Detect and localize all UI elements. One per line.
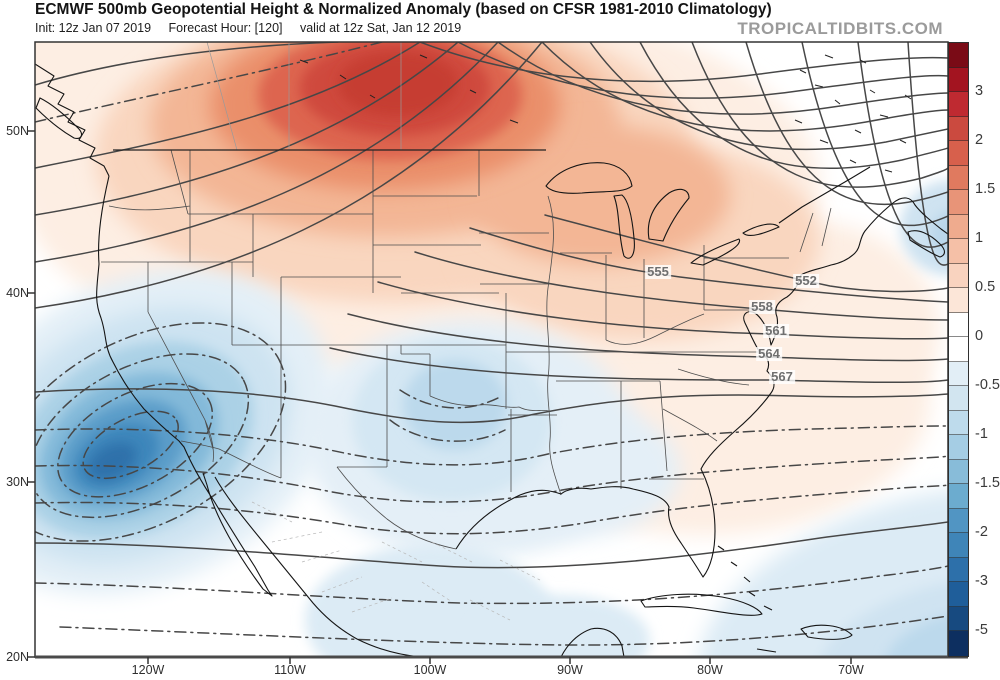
colorbar-tick: 0.5 (975, 279, 996, 296)
colorbar-cell (949, 361, 968, 387)
contour-label: 567 (769, 369, 795, 384)
valid-time: valid at 12z Sat, Jan 12 2019 (299, 21, 462, 35)
colorbar-tick: -1 (975, 426, 988, 443)
province-borders (206, 42, 402, 151)
colorbar-cell (949, 141, 968, 166)
anomaly-colorbar (948, 42, 969, 657)
colorbar-cell (949, 214, 968, 240)
state-borders (101, 149, 832, 550)
colorbar-cell (949, 239, 968, 264)
small-lakes (299, 54, 912, 173)
colorbar-cell (949, 459, 968, 485)
lon-label: 70W (838, 663, 864, 677)
colorbar-cell (949, 631, 968, 656)
colorbar-tick: -3 (975, 573, 988, 590)
watermark: TROPICALTIDBITS.COM (737, 19, 943, 38)
lon-label: 80W (697, 663, 723, 677)
map-subtitle: Init: 12z Jan 07 2019 Forecast Hour: [12… (35, 21, 475, 35)
colorbar-tick: 1.5 (975, 181, 996, 198)
colorbar-tick: -2 (975, 524, 988, 541)
colorbar-cell (949, 92, 968, 117)
colorbar-cell (949, 67, 968, 93)
colorbar-tick: 0 (975, 328, 984, 345)
anomaly-shading-positive (35, 42, 940, 535)
contour-label: 564 (756, 346, 782, 361)
lon-label: 120W (131, 663, 165, 677)
lat-label: 30N (6, 475, 29, 489)
map-title: ECMWF 500mb Geopotential Height & Normal… (35, 1, 772, 18)
colorbar-tick: -1.5 (975, 475, 1000, 492)
colorbar-cell (949, 582, 968, 607)
contour-label: 561 (763, 323, 789, 338)
lat-label: 20N (6, 650, 29, 664)
mexico-state-borders (251, 501, 541, 621)
lon-label: 100W (413, 663, 447, 677)
colorbar-tick: 1 (975, 230, 984, 247)
contour-label: 555 (645, 264, 671, 279)
colorbar-cell (949, 435, 968, 460)
colorbar-cell (949, 557, 968, 583)
lon-label: 90W (557, 663, 583, 677)
colorbar-cell (949, 337, 968, 362)
colorbar-cell (949, 533, 968, 558)
contour-label: 552 (793, 273, 819, 288)
colorbar-cell (949, 484, 968, 509)
colorbar-cell (949, 606, 968, 632)
colorbar-tick: 3 (975, 83, 984, 100)
colorbar-cell (949, 410, 968, 436)
colorbar-cell (949, 288, 968, 313)
colorbar-cell (949, 508, 968, 534)
lat-label: 40N (6, 286, 29, 300)
colorbar-tick: -5 (975, 622, 988, 639)
colorbar-cell (949, 386, 968, 411)
axis-ticks (28, 130, 852, 664)
colorbar-cell (949, 43, 968, 68)
lat-label: 50N (6, 124, 29, 138)
init-time: Init: 12z Jan 07 2019 (35, 21, 152, 35)
colorbar-cell (949, 190, 968, 215)
colorbar-cell (949, 263, 968, 289)
colorbar-tick: -0.5 (975, 377, 1000, 394)
anomaly-shading-negative (35, 180, 948, 657)
coastlines (35, 63, 948, 657)
colorbar-cell (949, 116, 968, 142)
contour-label: 558 (749, 299, 775, 314)
forecast-hour: Forecast Hour: [120] (168, 21, 283, 35)
colorbar-tick: 2 (975, 132, 984, 149)
lon-label: 110W (274, 663, 306, 677)
colorbar-cell (949, 165, 968, 191)
colorbar-cell (949, 312, 968, 338)
